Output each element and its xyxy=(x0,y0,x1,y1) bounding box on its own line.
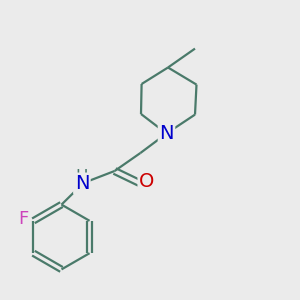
Text: F: F xyxy=(19,210,29,228)
Text: N: N xyxy=(75,174,89,193)
Text: O: O xyxy=(139,172,154,191)
Text: N: N xyxy=(159,124,174,143)
Text: H: H xyxy=(76,168,88,186)
